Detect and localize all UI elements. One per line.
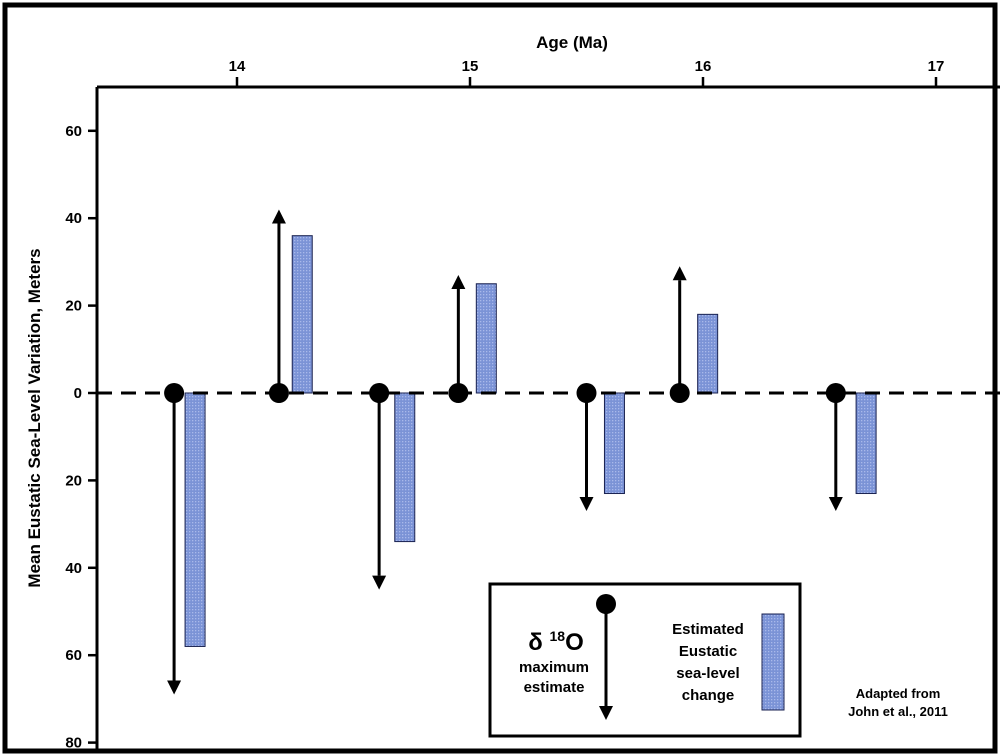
y-tick-label: 40 <box>65 210 82 227</box>
source-annotation-line2: John et al., 2011 <box>848 704 948 719</box>
d18o-arrow-head <box>451 275 466 290</box>
sea-level-bar <box>603 392 625 495</box>
legend-bar-line2: Eustatic <box>679 643 737 660</box>
x-tick-label: 17 <box>928 58 945 75</box>
bar-series <box>184 235 877 647</box>
y-tick-label: 20 <box>65 472 82 489</box>
legend: δ 18O maximum estimate Estimated Eustati… <box>488 582 802 738</box>
sea-level-bar <box>855 392 877 495</box>
d18o-point <box>576 383 597 403</box>
legend-bar-line3: sea-level <box>676 665 739 682</box>
legend-d18o-line2: estimate <box>524 679 585 696</box>
sea-level-bar <box>291 235 313 394</box>
legend-d18o-label: δ 18O <box>528 628 583 656</box>
d18o-point <box>268 383 289 403</box>
y-tick-label: 80 <box>65 735 82 752</box>
y-tick-label: 20 <box>65 298 82 315</box>
d18o-arrow <box>576 383 597 511</box>
legend-box <box>488 582 802 738</box>
legend-bar-swatch <box>761 613 785 711</box>
d18o-arrow <box>369 383 390 590</box>
d18o-arrow <box>825 383 846 511</box>
arrow-series <box>164 209 846 695</box>
sea-level-bar <box>475 283 497 394</box>
x-axis-ticks: 14 15 16 17 <box>229 58 945 87</box>
d18o-arrow-head <box>672 266 687 281</box>
y-tick-label: 0 <box>74 385 82 402</box>
d18o-point <box>825 383 846 403</box>
x-tick-label: 15 <box>462 58 479 75</box>
d18o-arrow-head <box>271 209 286 224</box>
d18o-point <box>448 383 469 403</box>
legend-bar-line1: Estimated <box>672 621 744 638</box>
y-axis-title: Mean Eustatic Sea-Level Variation, Meter… <box>25 248 44 587</box>
y-axis-ticks: 60 40 20 0 20 40 60 80 <box>65 123 97 752</box>
y-tick-label: 40 <box>65 560 82 577</box>
source-annotation-line1: Adapted from <box>856 686 941 701</box>
d18o-arrow <box>268 209 289 403</box>
sea-level-bar <box>184 392 206 647</box>
sea-level-bar <box>394 392 416 543</box>
d18o-arrow <box>669 266 690 403</box>
d18o-point <box>164 383 185 403</box>
sea-level-bar <box>697 313 719 394</box>
x-tick-label: 14 <box>229 58 246 75</box>
d18o-arrow-head <box>372 575 387 590</box>
x-axis-title: Age (Ma) <box>536 33 608 52</box>
d18o-arrow-head <box>579 496 594 511</box>
legend-arrow-head <box>599 706 613 720</box>
legend-bar-line4: change <box>682 687 735 704</box>
d18o-arrow <box>164 383 185 695</box>
legend-d18o-line1: maximum <box>519 659 589 676</box>
y-tick-label: 60 <box>65 647 82 664</box>
d18o-point <box>369 383 390 403</box>
y-tick-label: 60 <box>65 123 82 140</box>
d18o-arrow-head <box>828 496 843 511</box>
x-tick-label: 16 <box>695 58 712 75</box>
d18o-point <box>669 383 690 403</box>
d18o-arrow <box>448 275 469 403</box>
d18o-arrow-head <box>167 680 182 695</box>
